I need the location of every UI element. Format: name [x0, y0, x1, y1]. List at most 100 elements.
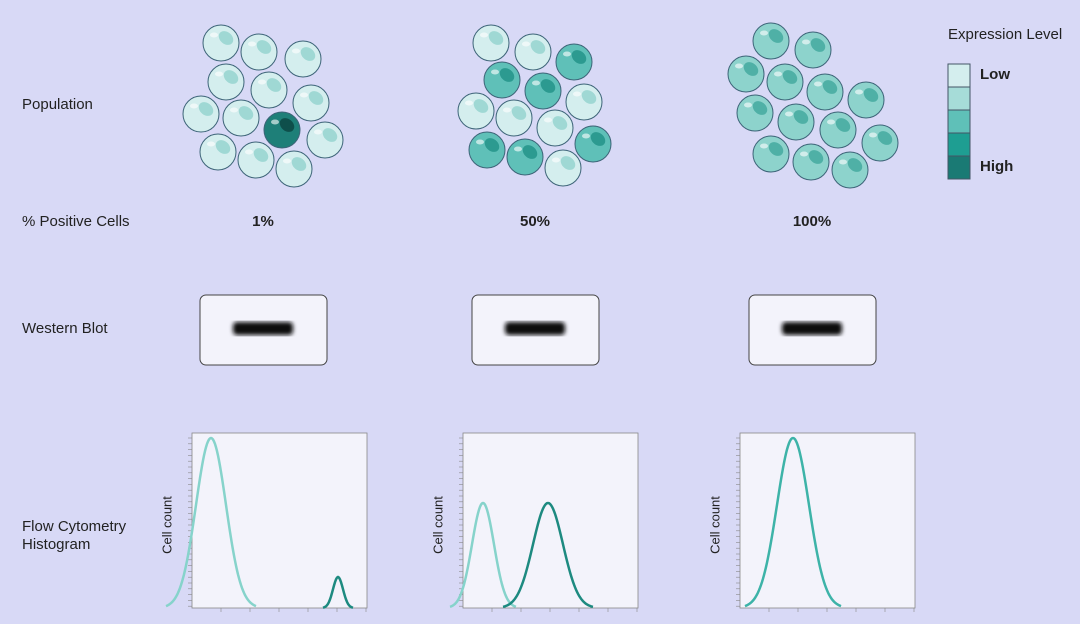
highlight — [476, 139, 484, 145]
nucleus — [473, 99, 489, 113]
nucleus — [808, 150, 824, 164]
nucleus — [590, 132, 606, 146]
nucleus — [215, 140, 231, 154]
cell — [275, 150, 313, 188]
histogram-curve — [322, 575, 354, 609]
cell — [237, 141, 275, 179]
highlight — [839, 159, 847, 165]
highlight — [215, 71, 223, 77]
cell — [806, 73, 844, 111]
legend-swatch — [947, 132, 971, 157]
nucleus — [223, 70, 239, 84]
row-label: Western Blot — [22, 320, 108, 337]
nucleus — [822, 80, 838, 94]
nucleus — [571, 50, 587, 64]
highlight — [573, 91, 581, 97]
cell — [819, 111, 857, 149]
axis-label: Cell count — [707, 496, 722, 554]
nucleus — [198, 102, 214, 116]
nucleus — [308, 91, 324, 105]
nucleus — [218, 31, 234, 45]
histogram-frame — [462, 432, 639, 609]
highlight — [230, 107, 238, 113]
cell — [240, 33, 278, 71]
cell — [831, 151, 869, 189]
highlight — [190, 103, 198, 109]
cell — [495, 99, 533, 137]
cell — [524, 72, 562, 110]
highlight — [760, 143, 768, 149]
cell — [250, 71, 288, 109]
row-label: Histogram — [22, 536, 90, 553]
percent-label: 1% — [252, 213, 274, 230]
axis-label: Cell count — [430, 496, 445, 554]
nucleus — [511, 106, 527, 120]
row-label: Flow Cytometry — [22, 518, 127, 535]
legend-title: Expression Level — [948, 26, 1062, 43]
cell — [207, 63, 245, 101]
cell — [752, 135, 790, 173]
nucleus — [752, 101, 768, 115]
cell — [514, 33, 552, 71]
cell — [202, 24, 240, 62]
cell — [861, 124, 899, 162]
highlight — [207, 141, 215, 147]
highlight — [855, 89, 863, 95]
highlight — [300, 92, 308, 98]
nucleus — [322, 128, 338, 142]
histogram-frame — [191, 432, 368, 609]
cell — [222, 99, 260, 137]
nucleus — [768, 29, 784, 43]
cell — [727, 55, 765, 93]
nucleus — [877, 131, 893, 145]
axis-label: Cell count — [159, 496, 174, 554]
cell — [565, 83, 603, 121]
histogram-curve — [502, 501, 594, 609]
highlight — [248, 41, 256, 47]
legend-swatch — [947, 155, 971, 180]
cell — [544, 149, 582, 187]
cell — [199, 133, 237, 171]
cell — [777, 103, 815, 141]
highlight — [271, 119, 279, 125]
cell — [555, 43, 593, 81]
highlight — [465, 100, 473, 106]
legend-swatch — [947, 109, 971, 134]
cell — [284, 40, 322, 78]
cell — [736, 94, 774, 132]
legend-low: Low — [980, 66, 1010, 83]
highlight — [800, 151, 808, 157]
cell — [306, 121, 344, 159]
nucleus — [863, 88, 879, 102]
nucleus — [488, 31, 504, 45]
cell — [766, 63, 804, 101]
nucleus — [266, 78, 282, 92]
highlight — [514, 146, 522, 152]
cell — [752, 22, 790, 60]
percent-label: 50% — [520, 213, 550, 230]
nucleus — [484, 138, 500, 152]
blot-band — [782, 322, 842, 335]
highlight — [869, 132, 877, 138]
nucleus — [300, 47, 316, 61]
highlight — [735, 63, 743, 69]
nucleus — [279, 118, 295, 132]
cell — [292, 84, 330, 122]
highlight — [522, 41, 530, 47]
nucleus — [581, 90, 597, 104]
highlight — [258, 79, 266, 85]
highlight — [480, 32, 488, 38]
cell — [263, 111, 301, 149]
row-label: Population — [22, 96, 93, 113]
highlight — [760, 30, 768, 36]
cell — [536, 109, 574, 147]
legend-swatch — [947, 86, 971, 111]
nucleus — [768, 142, 784, 156]
cell — [506, 138, 544, 176]
nucleus — [793, 110, 809, 124]
blot-band — [233, 322, 293, 335]
nucleus — [847, 158, 863, 172]
percent-label: 100% — [793, 213, 831, 230]
nucleus — [499, 68, 515, 82]
